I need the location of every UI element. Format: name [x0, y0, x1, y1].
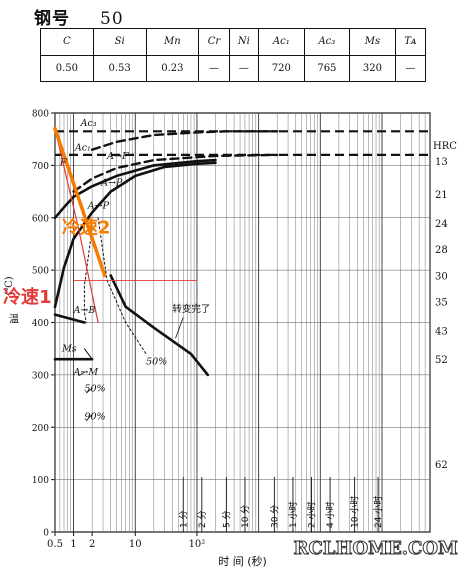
x-tick-label: 2 — [89, 539, 95, 550]
x-tick-label: 10² — [189, 539, 206, 550]
transformation-curve — [90, 130, 279, 151]
transformation-curve — [83, 227, 93, 323]
x-axis-label: 时 间 (秒) — [218, 554, 267, 568]
curve-annotation: F — [59, 157, 67, 168]
value-cell: — — [228, 54, 260, 82]
value-cell: — — [394, 54, 427, 82]
transformation-curve — [109, 274, 210, 377]
y-tick-label: 700 — [32, 162, 49, 172]
value-cell: 720 — [258, 54, 305, 82]
curve-annotation: Ac₁ — [74, 143, 91, 154]
composition-value-row: 0.50 0.53 0.23 — — 720 765 320 — — [40, 54, 427, 82]
header-cell: Tᴀ — [394, 28, 427, 56]
steel-grade-title: 钢号 50 — [34, 4, 124, 29]
time-mark-label: 30 分 — [269, 505, 280, 528]
transformation-curve — [72, 153, 279, 193]
time-mark-label: 10 分 — [240, 505, 251, 528]
x-tick-label: 10 — [129, 539, 142, 550]
header-cell: Ms — [349, 28, 396, 56]
curve-annotation: Ms — [61, 343, 77, 354]
cooling-label: 冷速2 — [62, 216, 111, 238]
curve-annotation: A→P — [100, 177, 123, 188]
y-tick-label: 100 — [32, 476, 49, 486]
steel-grade: 50 — [100, 9, 124, 29]
watermark: RCLHOME.COM — [294, 538, 459, 559]
value-cell: 765 — [303, 54, 351, 82]
time-mark-label: 24 小时 — [372, 496, 384, 528]
hrc-tick-label: 13 — [435, 157, 448, 168]
time-mark-label: 5 分 — [221, 510, 232, 528]
hrc-title: HRC — [433, 141, 457, 152]
value-cell: 0.23 — [145, 54, 200, 82]
curve-annotation: A→M — [73, 367, 99, 378]
time-mark-label: 4 小时 — [324, 501, 336, 528]
steel-label: 钢号 — [34, 9, 70, 29]
hrc-tick-label: 43 — [435, 326, 448, 337]
curve-annotation: Ac₃ — [80, 118, 97, 129]
annotation-leader — [175, 317, 184, 339]
composition-table: C Si Mn Cr Ni Ac₁ Ac₃ Ms Tᴀ 0.50 0.53 0.… — [40, 28, 427, 82]
curve-annotation: A→F — [106, 151, 129, 162]
y-tick-label: 600 — [32, 214, 49, 224]
transformation-curve — [53, 158, 217, 220]
y-tick-label: 400 — [32, 319, 49, 329]
curve-annotation: 转变完了 — [172, 303, 210, 315]
header-cell: Ac₁ — [258, 28, 305, 56]
time-mark-label: 1 分 — [178, 510, 189, 528]
time-mark-label: 1 小时 — [287, 501, 299, 528]
transformation-curve — [83, 348, 93, 360]
hrc-tick-label: 28 — [435, 245, 448, 256]
y-tick-label: 200 — [32, 424, 49, 434]
transformation-curve — [53, 313, 86, 324]
annotation-leader — [78, 371, 85, 377]
curve-annotation: 90% — [84, 411, 105, 422]
curve-annotation: 50% — [146, 356, 167, 367]
y-tick-label: 0 — [43, 529, 49, 539]
x-tick-label: 1 — [70, 539, 76, 550]
hrc-tick-label: 62 — [435, 460, 448, 471]
y-tick-label: 500 — [32, 267, 49, 277]
x-tick-label: 0.5 — [47, 539, 63, 550]
cooling-label: 冷速1 — [3, 286, 52, 308]
time-mark-label: 2 小时 — [306, 501, 318, 528]
transformation-curve — [97, 217, 147, 355]
curve-annotation: A→B — [73, 305, 96, 316]
curve-annotation: 50% — [84, 384, 105, 395]
y-tick-label: 300 — [32, 371, 49, 381]
hrc-tick-label: 24 — [435, 219, 448, 230]
time-mark-label: 2 分 — [197, 510, 208, 528]
value-cell: 320 — [349, 54, 396, 82]
cooling-line — [54, 128, 99, 324]
annotation-leader — [85, 413, 93, 422]
y-axis-unit: (℃) — [4, 276, 15, 295]
value-cell: — — [198, 54, 230, 82]
transformation-curve — [53, 161, 217, 309]
time-mark-label: 10 小时 — [349, 496, 361, 528]
hrc-tick-label: 21 — [435, 190, 448, 201]
hrc-tick-label: 30 — [435, 271, 448, 282]
y-axis-label: 温 — [9, 314, 19, 326]
hrc-tick-label: 52 — [435, 355, 448, 366]
curve-annotation: A→P — [87, 200, 110, 211]
y-tick-label: 800 — [32, 110, 49, 120]
annotation-leader — [85, 387, 93, 394]
header-cell: Si — [92, 28, 147, 56]
cooling-line — [53, 126, 107, 278]
hrc-tick-label: 35 — [435, 298, 448, 309]
